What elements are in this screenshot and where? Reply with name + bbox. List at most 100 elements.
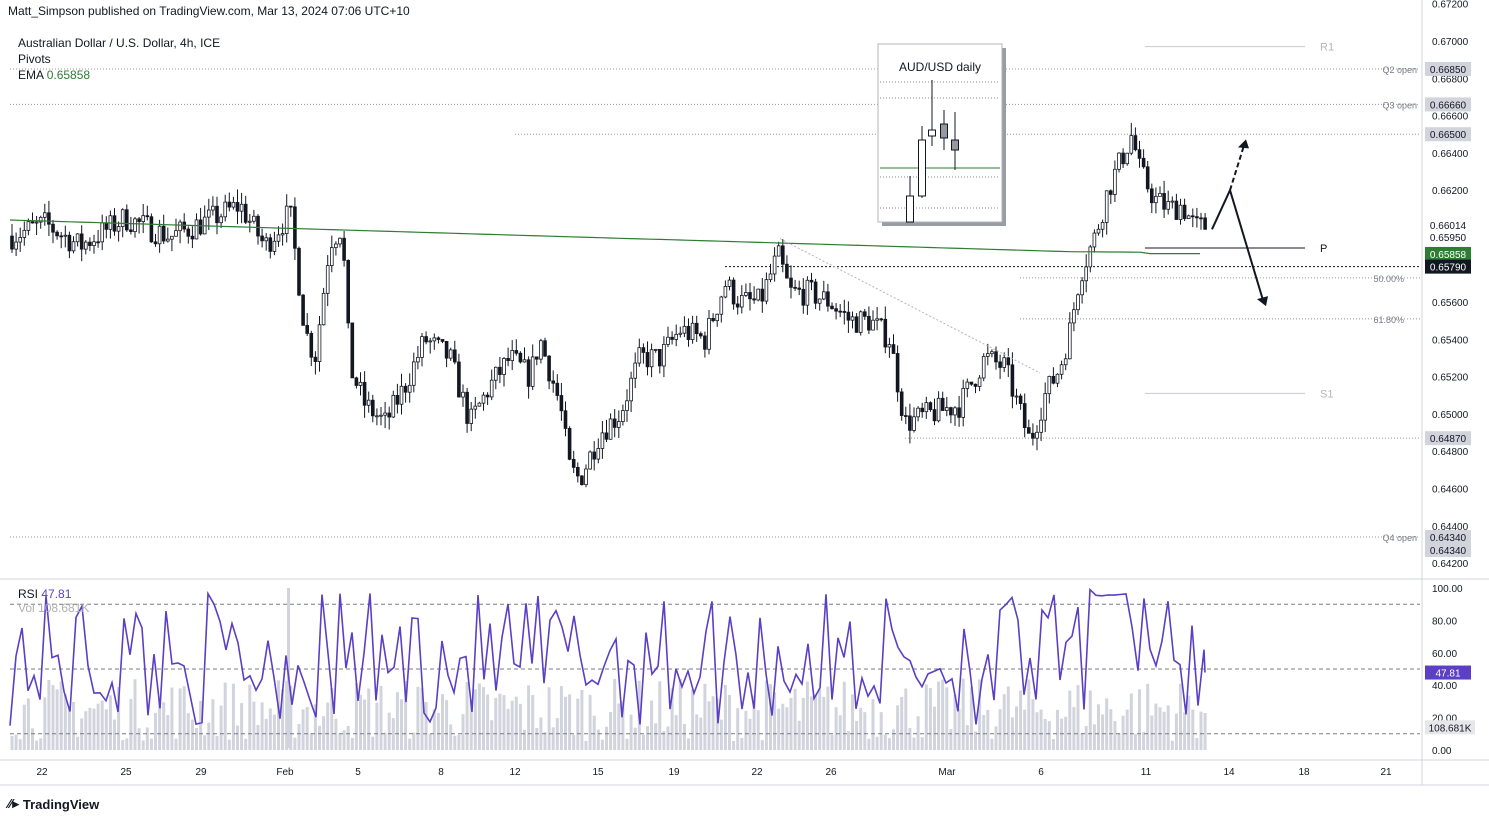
pivots-label[interactable]: Pivots [18,52,51,66]
tradingview-footer[interactable]: ⁄⁄▸ TradingView [8,796,99,812]
candle-body [247,220,252,223]
volume-bar [887,738,891,750]
volume-bar [84,711,88,750]
volume-bar [297,724,301,750]
volume-bar [1064,716,1068,750]
volume-bar [354,683,358,750]
ema-legend[interactable]: EMA 0.65858 [18,67,220,83]
volume-bar [400,699,403,750]
candle-body [986,353,990,357]
volume-bar [240,703,244,750]
volume-spike [287,588,290,748]
vol-label[interactable]: Vol [18,601,35,615]
candle-body [539,340,543,360]
volume-bar [641,734,645,750]
candle-body [379,414,383,417]
volume-bar [760,740,764,750]
volume-bar [154,712,157,750]
candle-body [1113,168,1117,195]
volume-bar [982,715,986,750]
volume-bar [1015,706,1018,750]
volume-bar [313,704,317,750]
volume-bar [133,679,137,750]
candle-body [301,294,305,326]
candle-body [1170,200,1175,203]
candle-body [432,337,437,342]
price-tick-label: 0.64400 [1432,522,1469,533]
candle-body [260,235,264,242]
volume-bar [203,735,207,750]
candle-body [206,209,211,218]
candle-body [940,397,945,411]
time-tick-label: 11 [1141,767,1152,778]
volume-bar [924,684,928,750]
candle-body [1084,266,1089,282]
candle-body [641,347,646,353]
volume-bar [1047,721,1051,750]
volume-bar [326,702,330,750]
volume-bar [301,709,305,750]
volume-bar [592,715,596,750]
candle-body [1022,403,1027,428]
time-tick-label: Feb [276,767,294,778]
volume-bar [650,700,654,750]
candle-body [223,201,228,218]
daily-inset: AUD/USD daily [877,43,1006,226]
volume-bar [1080,732,1084,750]
volume-bar [305,707,309,750]
candle-body [428,340,432,343]
candle-body [719,296,724,315]
candle-body [440,339,445,342]
candle-body [1002,357,1006,368]
volume-bar [272,714,276,750]
time-tick-label: 5 [355,767,361,778]
candle-body [1203,217,1207,230]
candle-body [51,223,55,233]
volume-bar [1203,713,1207,750]
candle-body [186,228,191,237]
volume-bar [703,683,707,750]
volume-bar [875,736,879,750]
candle-body [338,237,342,245]
volume-bar [732,740,736,750]
candle-body [1072,309,1076,324]
candle-body [88,241,92,247]
candle-body [649,349,654,368]
candle-body [690,322,695,340]
price-tag-value: 0.66850 [1430,65,1467,76]
volume-bar [1023,709,1027,750]
volume-bar [654,723,658,750]
volume-bar [1170,740,1174,750]
candle-body [92,241,96,247]
volume-bar [404,681,408,750]
candle-body [436,337,441,340]
candle-body [79,233,84,250]
volume-bar [449,724,453,750]
volume-bar [277,680,280,750]
volume-bar [207,722,211,750]
volume-bar [687,738,690,750]
candle-body [842,311,847,313]
candle-body [674,333,678,340]
volume-bar [740,737,744,750]
candle-body [789,277,793,288]
volume-bar [568,694,572,750]
volume-bar [785,707,789,750]
symbol-title[interactable]: Australian Dollar / U.S. Dollar, 4h, ICE [18,36,221,50]
candle-body [219,216,223,224]
rsi-value: 47.81 [41,587,72,601]
volume-bar [941,679,945,750]
candle-body [526,359,531,387]
ema-line [9,219,1200,255]
rsi-label[interactable]: RSI [18,587,39,601]
candle-body [518,352,523,363]
candle-body [1154,195,1158,204]
price-tag-bg [1425,61,1471,76]
rsi-tick-label: 80.00 [1432,616,1457,627]
candle-body [211,205,215,211]
volume-bar [933,706,936,750]
volume-bar [609,712,613,750]
candle-body [84,241,88,250]
candle-body [1018,395,1023,404]
